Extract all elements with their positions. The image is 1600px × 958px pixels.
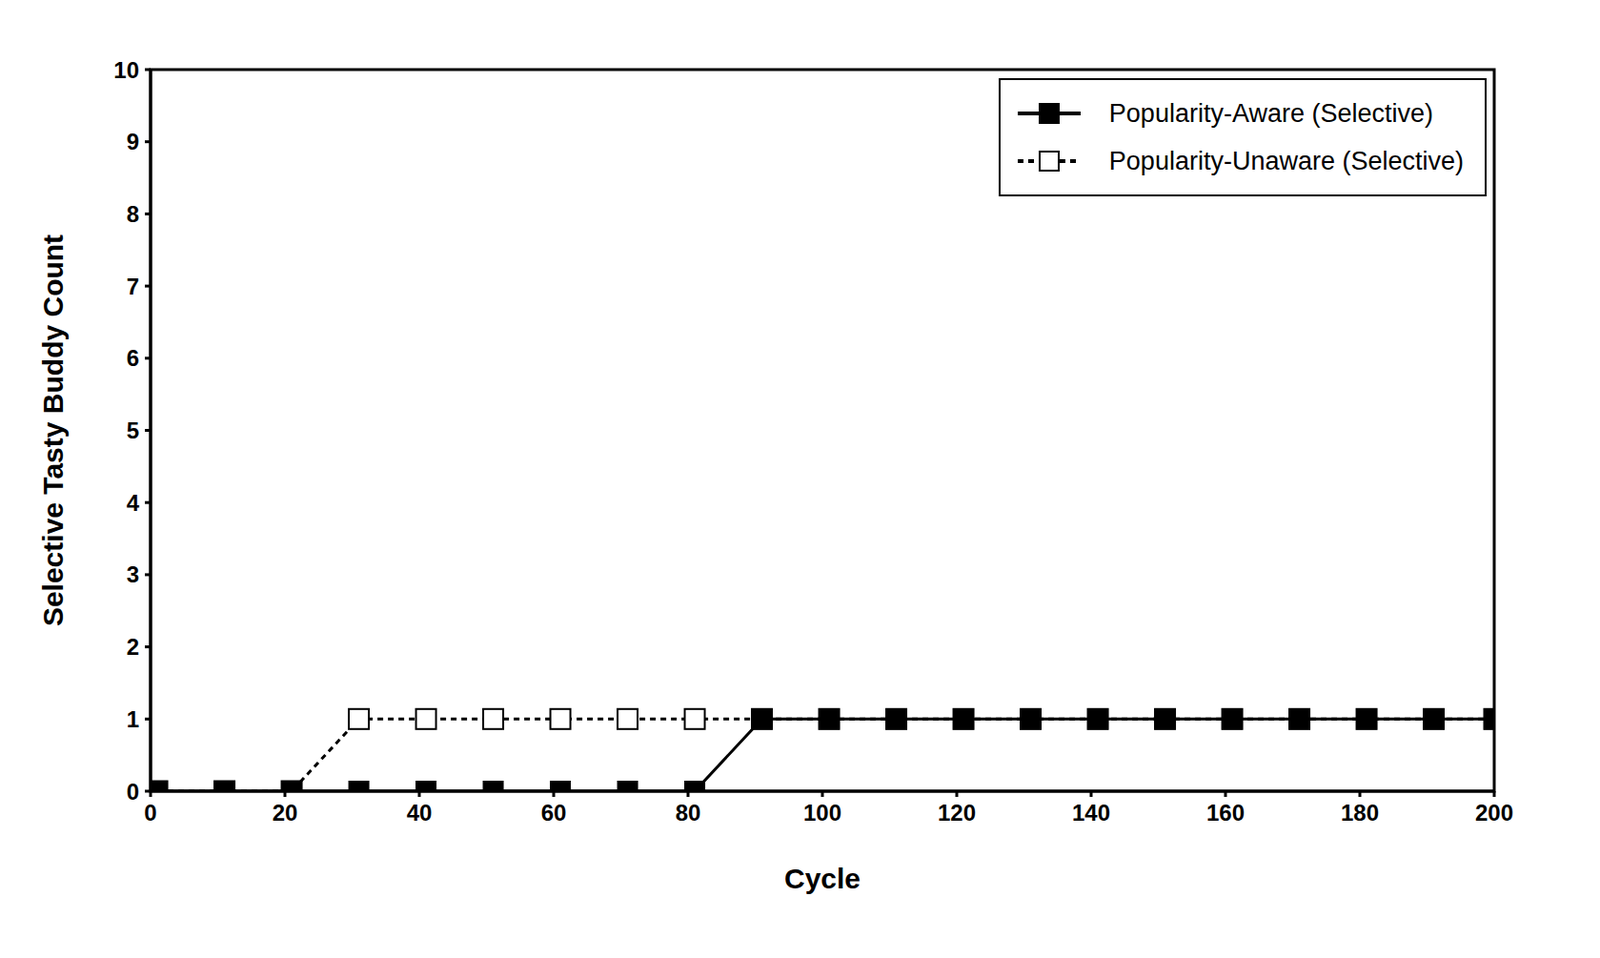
svg-text:200: 200 (1475, 799, 1514, 826)
html-text:Popularity-Unaware (Selective): Popularity-Unaware (Selective) (1109, 146, 1464, 175)
html-text:Popularity-Aware (Selective): Popularity-Aware (Selective) (1109, 98, 1434, 128)
svg-text:60: 60 (541, 799, 568, 826)
svg-text:3: 3 (126, 561, 140, 588)
svg-text:Selective Tasty Buddy Count: Selective Tasty Buddy Count (37, 234, 69, 627)
svg-text:120: 120 (937, 799, 976, 826)
svg-text:0: 0 (126, 778, 140, 805)
svg-text:160: 160 (1206, 799, 1245, 826)
svg-text:20: 20 (272, 799, 299, 826)
svg-text:5: 5 (126, 417, 140, 444)
svg-text:6: 6 (126, 344, 140, 371)
svg-text:1: 1 (126, 706, 140, 732)
svg-text:2: 2 (126, 633, 140, 660)
svg-text:140: 140 (1072, 799, 1111, 826)
svg-text:9: 9 (126, 128, 140, 155)
svg-text:80: 80 (675, 799, 702, 826)
svg-text:4: 4 (126, 489, 141, 516)
svg-text:180: 180 (1340, 799, 1379, 826)
svg-text:8: 8 (126, 201, 140, 227)
svg-text:100: 100 (803, 799, 842, 826)
svg-text:Cycle: Cycle (784, 862, 861, 894)
svg-text:7: 7 (126, 273, 140, 300)
svg-text:40: 40 (406, 799, 433, 826)
svg-text:10: 10 (113, 57, 140, 83)
svg-text:0: 0 (143, 799, 157, 826)
